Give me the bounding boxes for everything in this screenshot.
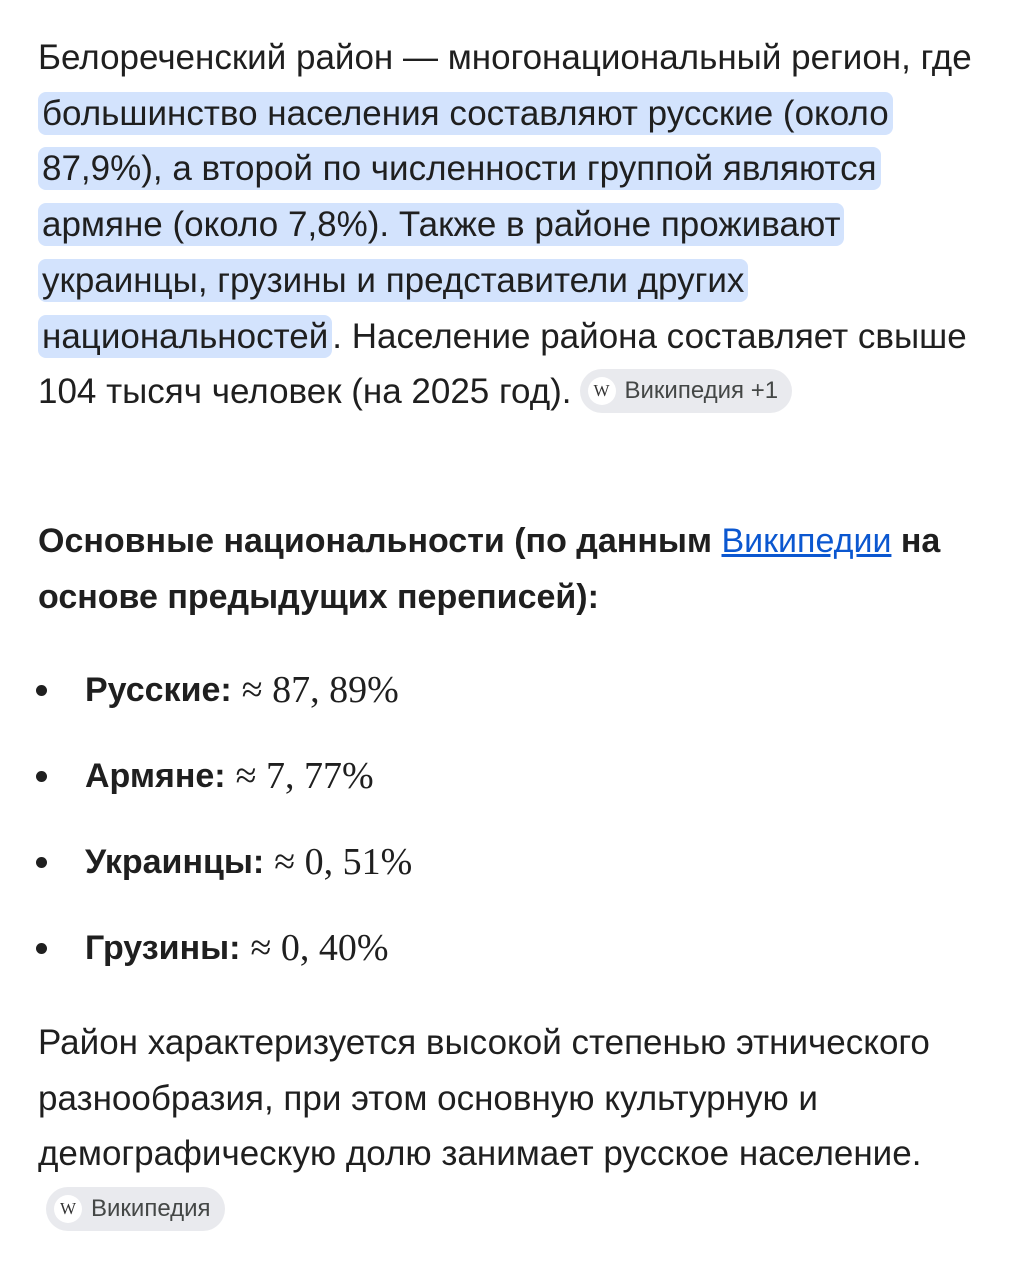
list-item: Грузины: ≈ 0, 40% [36,905,998,991]
bullet-icon [36,857,47,868]
item-value: ≈ 7, 77% [235,755,374,797]
bullet-icon [36,943,47,954]
heading-text-after: на основе предыдущих переписей): [38,522,941,616]
item-label: Украинцы: [85,842,265,881]
list-item: Русские: ≈ 87, 89% [36,647,998,733]
source-chip[interactable]: W Википедия +1 [579,368,793,413]
item-value: ≈ 87, 89% [241,669,399,711]
bullet-icon [36,685,47,696]
source-chip-label: Википедия [91,1195,211,1223]
intro-text: Белореченский район — многонациональный … [38,38,972,77]
list-item: Армяне: ≈ 7, 77% [36,733,998,819]
item-label: Русские: [85,670,232,709]
nationalities-list: Русские: ≈ 87, 89% Армяне: ≈ 7, 77% Украин… [36,647,998,991]
source-chip[interactable]: W Википедия [46,1186,225,1231]
bullet-icon [36,771,47,782]
item-label: Армяне: [85,756,226,795]
item-label: Грузины: [85,928,241,967]
heading-text: Основные национальности (по данным [38,522,722,560]
intro-text-after: . Население района составляет свыше 104 … [38,316,967,412]
intro-paragraph: Белореченский район — многонациональный … [38,30,998,420]
conclusion-paragraph: Район характеризуется высокой степенью э… [38,1015,938,1238]
conclusion-text: Район характеризуется высокой степенью э… [38,1023,930,1174]
item-value: ≈ 0, 51% [274,841,413,883]
wikipedia-icon: W [54,1194,82,1223]
source-chip-label: Википедия +1 [624,377,779,405]
wikipedia-link[interactable]: Википедии [721,522,892,560]
list-item: Украинцы: ≈ 0, 51% [36,819,998,905]
wikipedia-icon: W [587,376,616,405]
item-value: ≈ 0, 40% [250,927,389,969]
section-heading: Основные национальности (по данным Викип… [38,513,998,625]
